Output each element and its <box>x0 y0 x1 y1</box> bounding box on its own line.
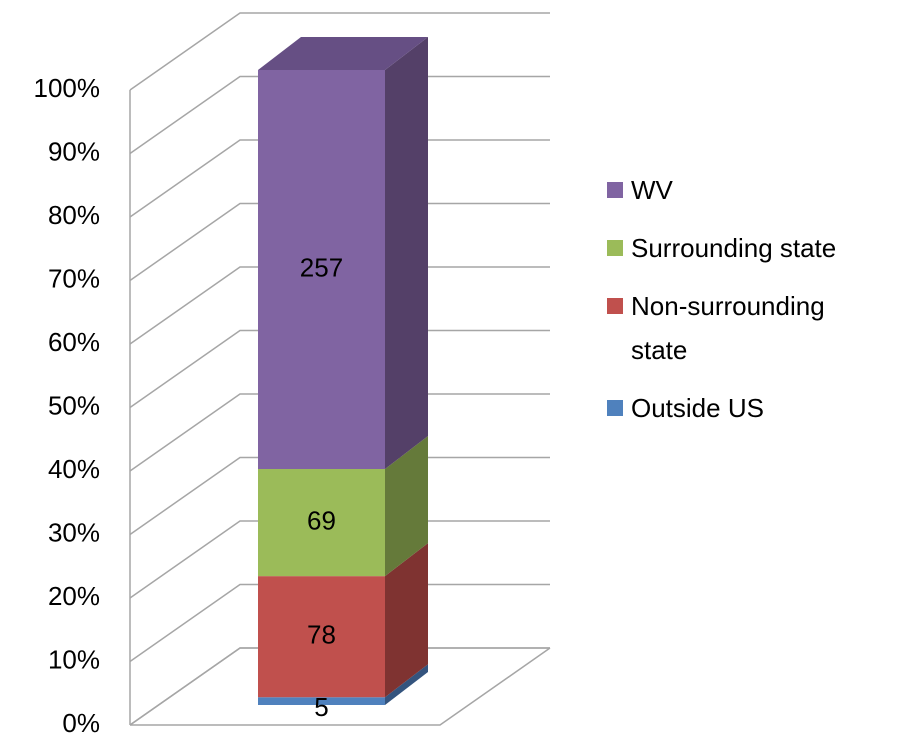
y-tick-label: 20% <box>48 581 100 611</box>
data-label: 78 <box>307 620 336 650</box>
bar-segment <box>258 469 385 577</box>
y-tick-label: 50% <box>48 390 100 420</box>
legend-swatch <box>607 182 623 198</box>
y-tick-label: 70% <box>48 263 100 293</box>
grid-line <box>129 329 550 409</box>
grid-line <box>129 202 550 282</box>
grid-line <box>129 647 550 726</box>
floor-edge <box>130 647 551 726</box>
bar-side <box>385 664 428 705</box>
bar-side <box>385 436 428 577</box>
legend-swatch <box>607 240 623 256</box>
legend-item: WV <box>607 168 849 212</box>
grid-line <box>129 456 550 536</box>
bar-side <box>385 37 428 470</box>
legend-label: Non-surrounding state <box>631 291 825 365</box>
bar-segment <box>258 697 385 705</box>
legend: WV Surrounding state Non-surrounding state… <box>607 168 857 444</box>
legend-item: Outside US <box>607 386 849 430</box>
grid-line <box>129 266 550 345</box>
legend-item: Non-surrounding state <box>607 284 849 372</box>
grid-line <box>129 75 550 155</box>
legend-swatch <box>607 400 623 416</box>
bar-top <box>258 37 428 70</box>
grid-line <box>129 520 550 599</box>
y-tick-label: 30% <box>48 517 100 547</box>
grid-line <box>129 139 550 218</box>
y-tick-label: 40% <box>48 454 100 484</box>
y-tick-label: 0% <box>62 708 100 738</box>
data-label: 69 <box>307 505 336 535</box>
y-tick-label: 100% <box>34 73 101 103</box>
y-tick-label: 90% <box>48 136 100 166</box>
y-tick-label: 60% <box>48 327 100 357</box>
legend-label: Surrounding state <box>631 233 837 263</box>
legend-swatch <box>607 298 623 314</box>
grid-line <box>129 12 550 91</box>
legend-label: Outside US <box>631 393 764 423</box>
y-tick-label: 80% <box>48 200 100 230</box>
data-label: 5 <box>314 692 328 722</box>
bar-segment <box>258 70 385 470</box>
bar-segment <box>258 576 385 698</box>
legend-item: Surrounding state <box>607 226 849 270</box>
bar-side <box>385 543 428 698</box>
grid-line <box>129 393 550 472</box>
y-tick-label: 10% <box>48 644 100 674</box>
legend-label: WV <box>631 175 673 205</box>
data-label: 257 <box>300 252 343 282</box>
grid-line <box>129 583 550 663</box>
